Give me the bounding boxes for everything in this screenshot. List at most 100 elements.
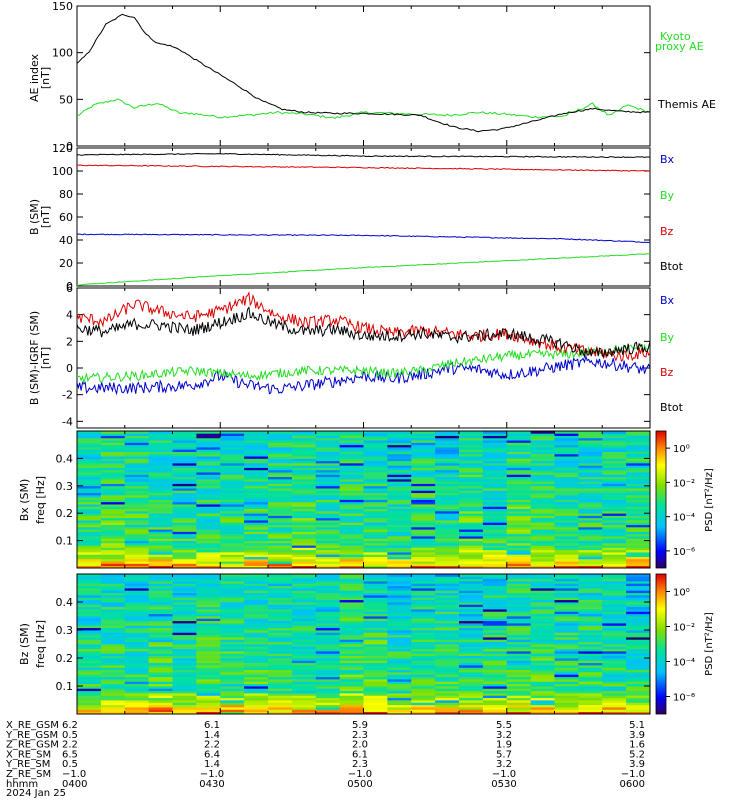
spectrogram-cell: [100, 547, 126, 551]
spectrogram-cell: [554, 648, 579, 652]
spectrogram-cell: [291, 693, 317, 696]
spectrogram-cell: [244, 695, 269, 699]
spectrogram-cell: [626, 655, 651, 659]
spectrogram-cell: [268, 681, 293, 685]
spectrogram-cell: [291, 585, 317, 589]
spectrogram-cell: [268, 583, 293, 587]
spectrogram-cell: [100, 709, 126, 713]
spectrogram-cell: [482, 437, 508, 441]
spectrogram-cell: [387, 547, 412, 551]
spectrogram-cell: [77, 540, 102, 544]
spectrogram-cell: [148, 583, 173, 587]
spectrogram-cell: [578, 492, 603, 496]
spectrogram-cell: [506, 442, 532, 446]
spectrogram-cell: [387, 639, 412, 643]
spectrogram-cell: [315, 478, 341, 482]
spectrogram-cell: [626, 686, 651, 689]
spectrogram-cell: [148, 458, 173, 462]
spectrogram-cell: [506, 651, 532, 654]
spectrogram-cell: [220, 672, 245, 675]
spectrogram-cell: [363, 474, 388, 478]
spectrogram-cell: [291, 590, 317, 594]
spectrogram-cell: [148, 524, 173, 528]
spectrogram-cell: [435, 620, 460, 624]
spectrogram-cell: [602, 549, 627, 553]
spectrogram-cell: [291, 672, 317, 675]
spectrogram-cell: [435, 578, 460, 582]
spectrogram-cell: [554, 492, 579, 496]
spectrogram-cell: [363, 526, 388, 530]
spectrogram-cell: [506, 524, 532, 528]
spectrogram-cell: [77, 433, 102, 436]
spectrogram-cell: [100, 693, 126, 696]
spectrogram-cell: [626, 517, 651, 521]
spectrogram-cell: [387, 460, 412, 464]
spectrogram-cell: [363, 641, 388, 645]
spectrogram-cell: [268, 522, 293, 526]
spectrogram-cell: [435, 639, 460, 643]
spectrogram-cell: [172, 667, 197, 671]
spectrogram-cell: [602, 437, 627, 441]
spectrogram-cell: [339, 524, 364, 528]
spectrogram-cell: [554, 501, 579, 505]
spectrogram-cell: [387, 658, 412, 661]
spectrogram-cell: [602, 623, 627, 626]
spectrogram-cell: [124, 497, 150, 500]
spectrogram-cell: [77, 556, 102, 560]
spectrogram-cell: [244, 707, 269, 710]
spectrogram-cell: [459, 679, 484, 682]
spectrogram-cell: [459, 602, 484, 605]
spectrogram-cell: [554, 583, 579, 587]
spectrogram-cell: [244, 558, 269, 562]
spectrogram-cell: [506, 702, 532, 706]
spectrogram-cell: [506, 662, 532, 666]
spectrogram-cell: [387, 637, 412, 640]
spectrogram-cell: [124, 592, 150, 596]
spectrogram-cell: [626, 442, 651, 446]
spectrogram-cell: [315, 618, 341, 622]
spectrogram-cell: [602, 481, 627, 484]
spectrogram-cell: [387, 494, 412, 498]
spectrogram-cell: [196, 576, 221, 580]
spectrogram-cell: [172, 585, 197, 589]
spectrogram-cell: [459, 625, 484, 629]
spectrogram-cell: [554, 585, 579, 589]
spectrogram-cell: [435, 529, 460, 532]
spectrogram-cell: [291, 604, 317, 608]
spectrogram-cell: [578, 437, 603, 441]
spectrogram-cell: [77, 554, 102, 557]
spectrogram-cell: [220, 474, 245, 478]
spectrogram-cell: [291, 565, 317, 569]
spectrogram-cell: [315, 683, 341, 687]
spectrogram-cell: [482, 707, 508, 710]
spectrogram-cell: [339, 517, 364, 521]
spectrogram-cell: [554, 488, 579, 491]
spectrogram-cell: [578, 672, 603, 675]
spectrogram-cell: [482, 623, 508, 626]
spectrogram-cell: [148, 606, 173, 610]
spectrogram-cell: [578, 485, 603, 489]
ephemeris-label: X_RE_SM: [6, 749, 51, 760]
spectrogram-cell: [148, 578, 173, 582]
spectrogram-cell: [459, 492, 484, 496]
ephemeris-label: Y_RE_GSM: [5, 730, 58, 741]
spectrogram-cell: [148, 460, 173, 464]
spectrogram-cell: [578, 662, 603, 666]
spectrogram-cell: [506, 616, 532, 619]
spectrogram-cell: [220, 637, 245, 640]
spectrogram-cell: [554, 437, 579, 441]
ephemeris-value: 5.5: [496, 720, 512, 731]
colorbar-tick-label: 10⁻⁶: [673, 547, 695, 558]
spectrogram-cell: [268, 435, 293, 439]
series-line-themis-ae: [77, 13, 650, 133]
spectrogram-cell: [363, 533, 388, 537]
spectrogram-cell: [482, 711, 508, 715]
spectrogram-cell: [530, 618, 555, 622]
spectrogram-cell: [268, 704, 293, 708]
spectrogram-cell: [626, 604, 651, 608]
spectrogram-cell: [363, 639, 388, 643]
spectrogram-cell: [626, 623, 651, 626]
spectrogram-cell: [459, 462, 484, 466]
spectrogram-cell: [387, 592, 412, 596]
spectrogram-cell: [554, 686, 579, 689]
